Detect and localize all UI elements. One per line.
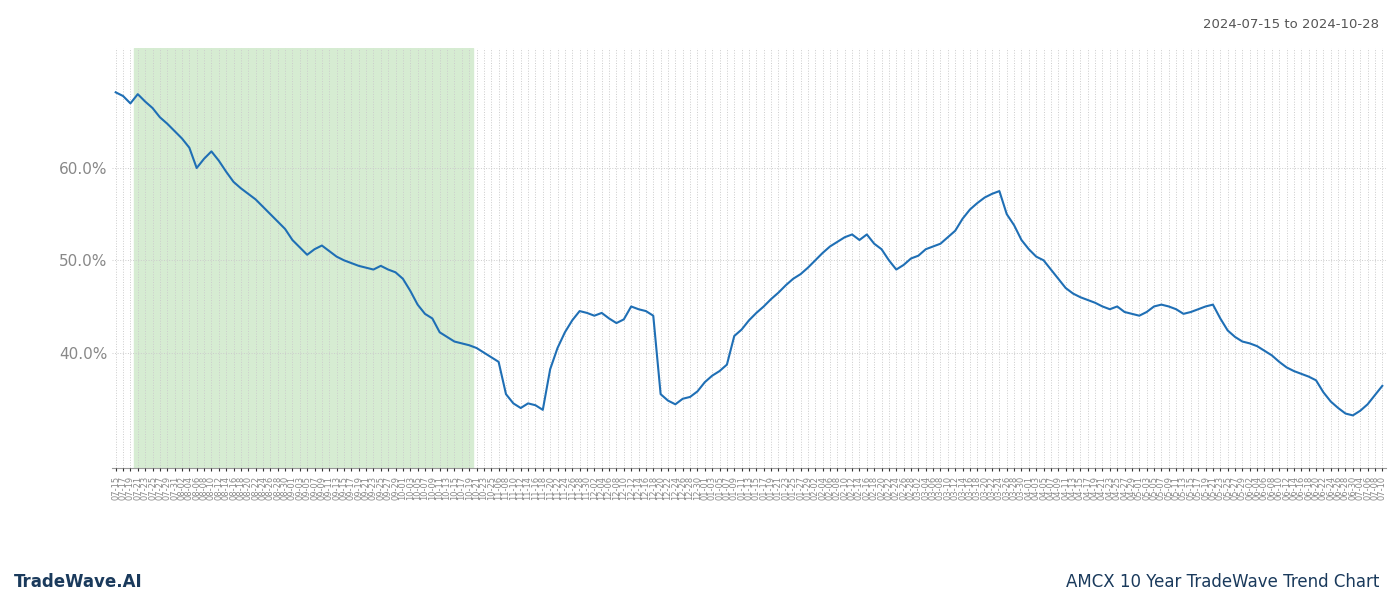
- Text: AMCX 10 Year TradeWave Trend Chart: AMCX 10 Year TradeWave Trend Chart: [1065, 573, 1379, 591]
- Text: TradeWave.AI: TradeWave.AI: [14, 573, 143, 591]
- Bar: [134, 48, 473, 468]
- Text: 2024-07-15 to 2024-10-28: 2024-07-15 to 2024-10-28: [1203, 18, 1379, 31]
